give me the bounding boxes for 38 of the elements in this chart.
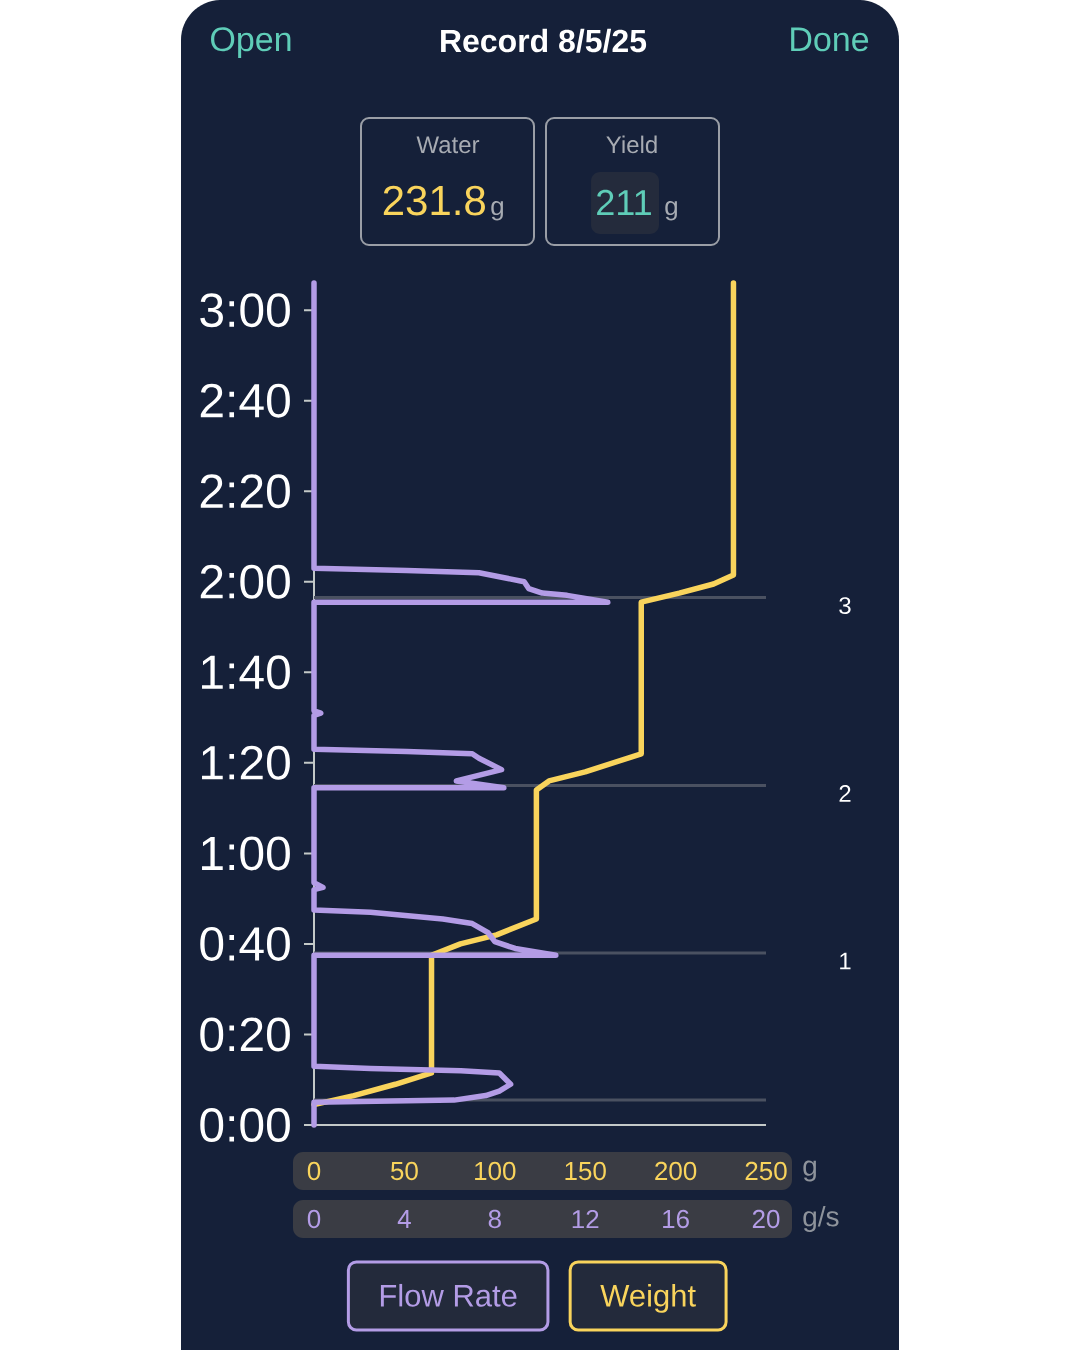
x2-tick-label: 0: [307, 1209, 321, 1229]
y-tick-label: 2:00: [200, 564, 290, 599]
text: Yield: [606, 135, 657, 154]
x-tick-label: 200: [655, 1161, 697, 1181]
y-tick-label: 1:20: [202, 745, 290, 780]
x2-tick-label: 4: [397, 1210, 411, 1228]
text: 2: [839, 785, 851, 802]
text: g: [491, 201, 503, 221]
x2-axis-title: g/s: [803, 1205, 839, 1233]
x2-tick-label: 12: [572, 1209, 599, 1229]
x2-tick-label: 8: [488, 1209, 501, 1229]
x-tick-label: 250: [745, 1161, 787, 1181]
text: Done: [791, 27, 869, 52]
text: 3: [839, 597, 851, 615]
y-tick-label: 2:40: [200, 383, 290, 418]
text: 1: [840, 952, 851, 970]
text: g: [665, 201, 677, 221]
x-tick-label: 150: [565, 1161, 606, 1181]
x-tick-label: 0: [307, 1161, 321, 1181]
y-tick-label: 0:20: [200, 1017, 290, 1052]
text: 211: [597, 189, 651, 215]
y-tick-label: 1:40: [202, 655, 290, 690]
x-tick-label: 50: [390, 1161, 418, 1181]
y-tick-label: 0:00: [200, 1108, 290, 1142]
chart-title: Record 8/5/25: [441, 28, 647, 53]
x-tick-label: 100: [475, 1161, 516, 1181]
x2-tick-label: 20: [752, 1209, 780, 1229]
y-tick-label: 1:00: [202, 836, 290, 871]
y-tick-label: 3:00: [200, 293, 290, 328]
text: Open: [211, 27, 291, 59]
text: Water: [416, 136, 480, 154]
x-axis-title: g: [803, 1160, 816, 1182]
x2-tick-label: 16: [663, 1209, 689, 1229]
legend-label: Flow Rate: [380, 1283, 517, 1307]
y-tick-label: 2:20: [200, 474, 290, 509]
legend-label: Weight: [600, 1283, 696, 1313]
y-tick-label: 0:40: [200, 926, 290, 961]
text: 231.8: [383, 185, 485, 216]
